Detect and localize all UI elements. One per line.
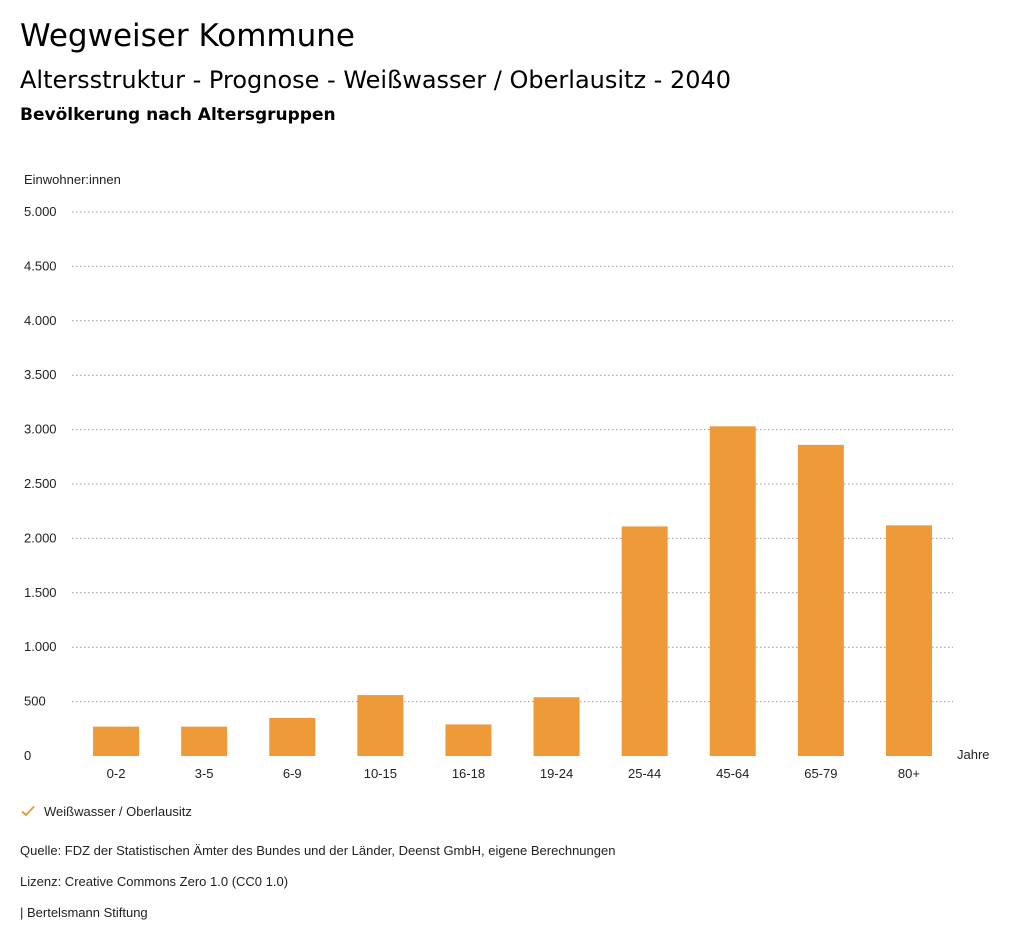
bar	[885, 525, 932, 756]
y-tick-label: 4.000	[24, 313, 57, 328]
source-note: Quelle: FDZ der Statistischen Ämter des …	[20, 843, 616, 858]
y-tick-label: 5.000	[24, 204, 57, 219]
bar	[709, 426, 756, 756]
x-tick-label: 6-9	[283, 766, 302, 781]
bar	[621, 526, 668, 756]
y-tick-label: 500	[24, 694, 46, 709]
x-tick-label: 10-15	[364, 766, 397, 781]
bar-chart: Einwohner:innen 0 500 1.000 1.500 2.000 2.500 3…	[24, 172, 990, 781]
x-tick-label: 16-18	[452, 766, 485, 781]
bar	[93, 726, 140, 756]
y-axis-label: Einwohner:innen	[24, 172, 121, 187]
page-title: Wegweiser Kommune	[20, 18, 355, 54]
x-tick-label: 25-44	[628, 766, 661, 781]
y-tick-label: 3.500	[24, 367, 57, 382]
x-tick-label: 19-24	[540, 766, 573, 781]
x-tick-label: 80+	[898, 766, 920, 781]
bar	[357, 695, 404, 756]
legend-label: Weißwasser / Oberlausitz	[44, 803, 192, 819]
y-tick-label: 4.500	[24, 258, 57, 273]
bar	[269, 717, 316, 756]
y-tick-label: 1.500	[24, 585, 57, 600]
publisher-note: | Bertelsmann Stiftung	[20, 905, 148, 920]
y-tick-label: 2.000	[24, 530, 57, 545]
x-tick-label: 65-79	[804, 766, 837, 781]
x-tick-label: 0-2	[107, 766, 126, 781]
chart-subtitle: Altersstruktur - Prognose - Weißwasser /…	[20, 66, 732, 94]
bar	[181, 726, 228, 756]
license-note: Lizenz: Creative Commons Zero 1.0 (CC0 1…	[20, 874, 289, 889]
y-tick-label: 2.500	[24, 476, 57, 491]
y-tick-label: 0	[24, 748, 31, 763]
legend-item[interactable]: Weißwasser / Oberlausitz	[20, 803, 192, 819]
bar	[533, 697, 580, 756]
y-tick-label: 3.000	[24, 422, 57, 437]
bar	[797, 444, 844, 756]
check-icon	[21, 805, 35, 817]
x-tick-label: 3-5	[195, 766, 214, 781]
x-tick-label: 45-64	[716, 766, 749, 781]
y-tick-label: 1.000	[24, 639, 57, 654]
chart-caption: Bevölkerung nach Altersgruppen	[20, 105, 336, 125]
bar	[445, 724, 492, 756]
x-axis-label: Jahre	[957, 747, 990, 762]
